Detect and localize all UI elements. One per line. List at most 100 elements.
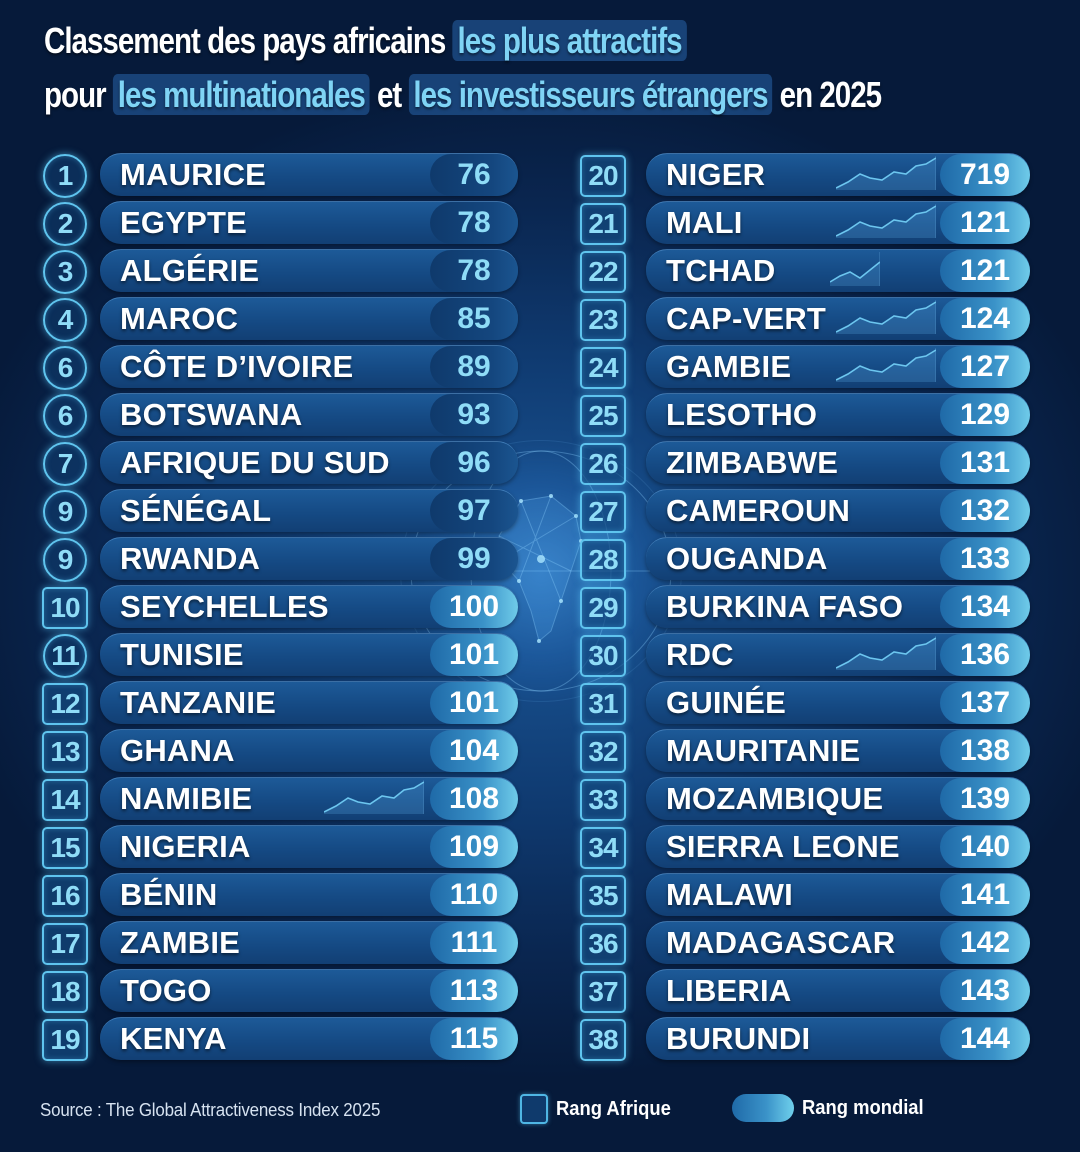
world-rank-pill: 136 bbox=[940, 634, 1030, 676]
africa-rank-badge: 13 bbox=[42, 731, 88, 773]
africa-rank-badge: 31 bbox=[580, 683, 626, 725]
world-rank-pill: 100 bbox=[430, 586, 518, 628]
legend-item-rang-mondial: Rang mondial bbox=[732, 1094, 934, 1122]
country-name: NIGER bbox=[666, 157, 766, 192]
country-bar: SIERRA LEONE 140 bbox=[646, 825, 1030, 868]
africa-rank-badge: 22 bbox=[580, 251, 626, 293]
country-name: OUGANDA bbox=[666, 541, 828, 576]
country-name: ZAMBIE bbox=[120, 925, 241, 960]
country-name: TCHAD bbox=[666, 253, 776, 288]
country-bar: SEYCHELLES 100 bbox=[100, 585, 518, 628]
world-rank-pill: 101 bbox=[430, 634, 518, 676]
title-text: en 2025 bbox=[772, 74, 882, 115]
rank-box-swatch-icon bbox=[520, 1094, 548, 1124]
country-bar: GHANA 104 bbox=[100, 729, 518, 772]
country-name: CAMEROUN bbox=[666, 493, 851, 528]
title-highlight: les plus attractifs bbox=[452, 20, 687, 61]
world-rank-pill: 121 bbox=[940, 250, 1030, 292]
country-bar: RDC 136 bbox=[646, 633, 1030, 676]
country-bar: BURKINA FASO 134 bbox=[646, 585, 1030, 628]
africa-rank-badge: 2 bbox=[43, 202, 87, 246]
africa-rank-badge: 11 bbox=[43, 634, 87, 678]
country-name: TUNISIE bbox=[120, 637, 244, 672]
country-bar: CAMEROUN 132 bbox=[646, 489, 1030, 532]
trend-sparkline-icon bbox=[835, 204, 937, 243]
africa-rank-badge: 30 bbox=[580, 635, 626, 677]
country-bar: AFRIQUE DU SUD 96 bbox=[100, 441, 518, 484]
country-name: BOTSWANA bbox=[120, 397, 303, 432]
world-rank-pill: 78 bbox=[430, 250, 518, 292]
source-text: Source : The Global Attractiveness Index… bbox=[40, 1099, 381, 1120]
africa-rank-badge: 38 bbox=[580, 1019, 626, 1061]
country-bar: GUINÉE 137 bbox=[646, 681, 1030, 724]
world-rank-pill: 96 bbox=[430, 442, 518, 484]
africa-rank-badge: 36 bbox=[580, 923, 626, 965]
world-rank-pill: 131 bbox=[940, 442, 1030, 484]
title-text: et bbox=[369, 74, 409, 115]
world-rank-pill: 144 bbox=[940, 1018, 1030, 1060]
world-rank-pill: 108 bbox=[430, 778, 518, 820]
country-name: MALI bbox=[666, 205, 743, 240]
world-rank-pill: 110 bbox=[430, 874, 518, 916]
country-name: RWANDA bbox=[120, 541, 261, 576]
trend-sparkline-icon bbox=[829, 252, 881, 291]
legend-label: Rang mondial bbox=[802, 1096, 924, 1119]
world-rank-pill: 127 bbox=[940, 346, 1030, 388]
country-name: KENYA bbox=[120, 1021, 227, 1056]
africa-rank-badge: 6 bbox=[43, 394, 87, 438]
africa-rank-badge: 3 bbox=[43, 250, 87, 294]
country-name: CÔTE D’IVOIRE bbox=[120, 349, 354, 384]
country-bar: BÉNIN 110 bbox=[100, 873, 518, 916]
country-bar: LIBERIA 143 bbox=[646, 969, 1030, 1012]
africa-rank-badge: 7 bbox=[43, 442, 87, 486]
world-rank-pill: 133 bbox=[940, 538, 1030, 580]
country-name: AFRIQUE DU SUD bbox=[120, 445, 390, 480]
country-bar: TANZANIE 101 bbox=[100, 681, 518, 724]
title-highlight: les investisseurs étrangers bbox=[408, 74, 773, 115]
world-rank-pill: 137 bbox=[940, 682, 1030, 724]
world-rank-pill: 78 bbox=[430, 202, 518, 244]
world-rank-pill: 109 bbox=[430, 826, 518, 868]
trend-sparkline-icon bbox=[835, 300, 937, 339]
world-rank-pill: 115 bbox=[430, 1018, 518, 1060]
country-name: LESOTHO bbox=[666, 397, 818, 432]
world-rank-pill: 124 bbox=[940, 298, 1030, 340]
country-bar: CÔTE D’IVOIRE 89 bbox=[100, 345, 518, 388]
world-rank-pill-swatch-icon bbox=[732, 1094, 794, 1122]
world-rank-pill: 138 bbox=[940, 730, 1030, 772]
africa-rank-badge: 9 bbox=[43, 538, 87, 582]
country-name: GUINÉE bbox=[666, 685, 787, 720]
world-rank-pill: 113 bbox=[430, 970, 518, 1012]
africa-rank-badge: 16 bbox=[42, 875, 88, 917]
country-bar: MALI 121 bbox=[646, 201, 1030, 244]
world-rank-pill: 111 bbox=[430, 922, 518, 964]
africa-rank-badge: 33 bbox=[580, 779, 626, 821]
country-bar: TCHAD 121 bbox=[646, 249, 1030, 292]
country-bar: KENYA 115 bbox=[100, 1017, 518, 1060]
country-name: BURKINA FASO bbox=[666, 589, 904, 624]
country-bar: GAMBIE 127 bbox=[646, 345, 1030, 388]
title-text: pour bbox=[44, 74, 113, 115]
world-rank-pill: 141 bbox=[940, 874, 1030, 916]
country-name: TOGO bbox=[120, 973, 212, 1008]
country-bar: NIGER 719 bbox=[646, 153, 1030, 196]
africa-rank-badge: 17 bbox=[42, 923, 88, 965]
country-bar: MALAWI 141 bbox=[646, 873, 1030, 916]
country-name: ZIMBABWE bbox=[666, 445, 839, 480]
country-bar: SÉNÉGAL 97 bbox=[100, 489, 518, 532]
world-rank-pill: 129 bbox=[940, 394, 1030, 436]
country-name: GHANA bbox=[120, 733, 235, 768]
trend-sparkline-icon bbox=[835, 348, 937, 387]
africa-rank-badge: 15 bbox=[42, 827, 88, 869]
africa-rank-badge: 4 bbox=[43, 298, 87, 342]
country-name: MAURITANIE bbox=[666, 733, 861, 768]
country-bar: ZIMBABWE 131 bbox=[646, 441, 1030, 484]
africa-rank-badge: 12 bbox=[42, 683, 88, 725]
country-name: RDC bbox=[666, 637, 734, 672]
africa-rank-badge: 19 bbox=[42, 1019, 88, 1061]
country-bar: ALGÉRIE 78 bbox=[100, 249, 518, 292]
world-rank-pill: 97 bbox=[430, 490, 518, 532]
country-bar: NAMIBIE 108 bbox=[100, 777, 518, 820]
world-rank-pill: 89 bbox=[430, 346, 518, 388]
country-name: TANZANIE bbox=[120, 685, 277, 720]
